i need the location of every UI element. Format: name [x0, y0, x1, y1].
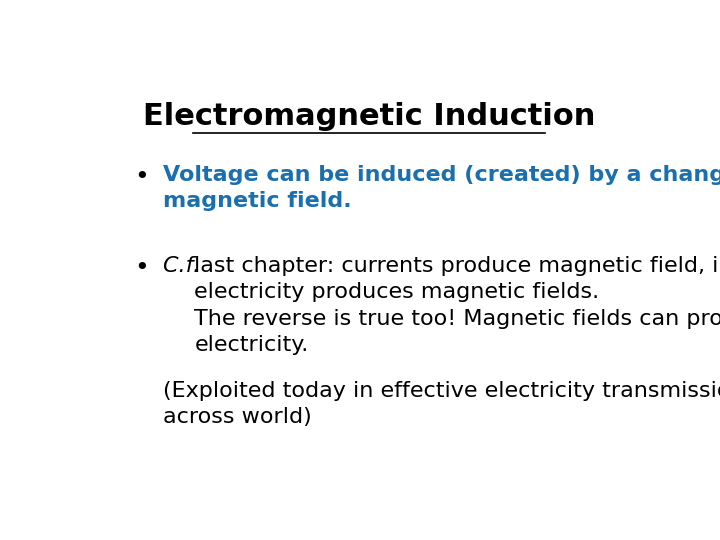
Text: Voltage can be induced (created) by a changing
magnetic field.: Voltage can be induced (created) by a ch… — [163, 165, 720, 211]
Text: (Exploited today in effective electricity transmission
across world): (Exploited today in effective electricit… — [163, 381, 720, 427]
Text: C.f.: C.f. — [163, 256, 214, 276]
Text: last chapter: currents produce magnetic field, i.e.
electricity produces magneti: last chapter: currents produce magnetic … — [194, 256, 720, 355]
Text: •: • — [135, 165, 149, 188]
Text: •: • — [135, 256, 149, 280]
Text: Electromagnetic Induction: Electromagnetic Induction — [143, 102, 595, 131]
